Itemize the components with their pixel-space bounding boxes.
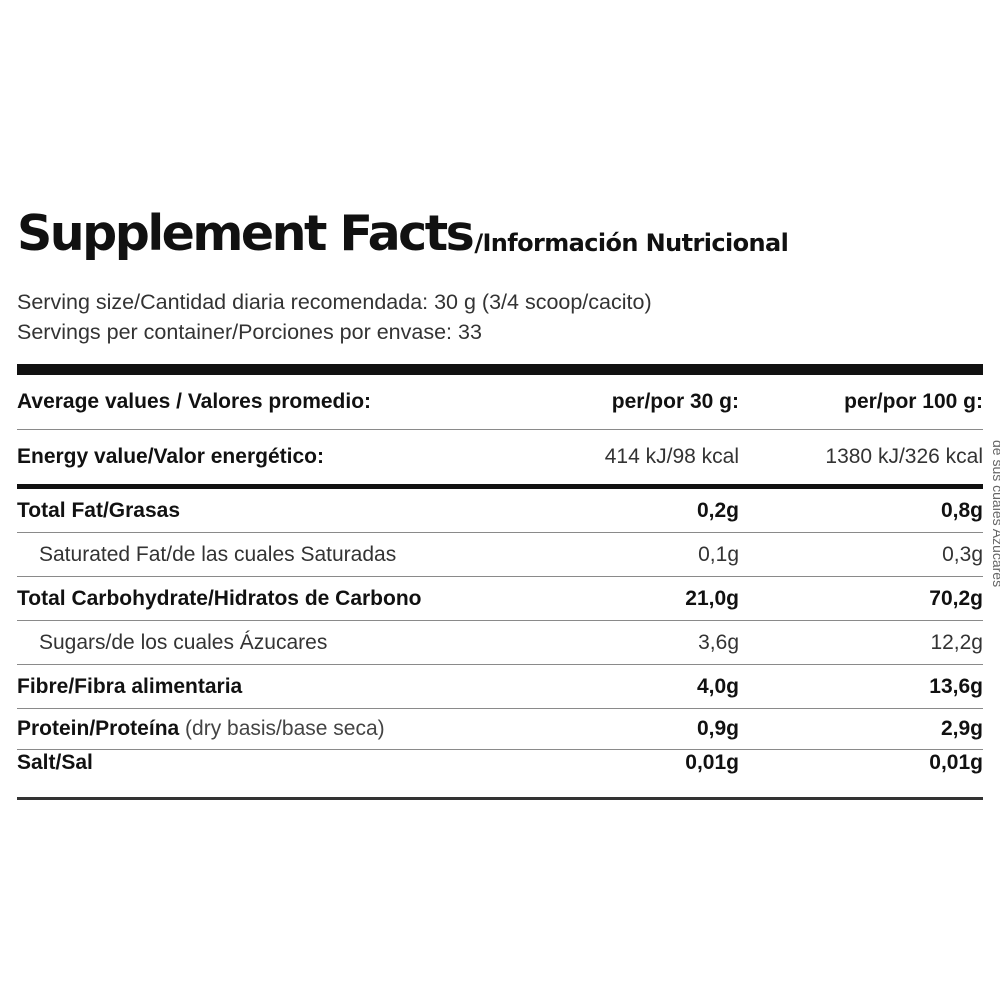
- serving-info: Serving size/Cantidad diaria recomendada…: [17, 287, 983, 347]
- title-row: Supplement Facts /Información Nutriciona…: [17, 200, 983, 258]
- energy-label: Energy value/Valor energético:: [17, 445, 324, 468]
- nutrient-label: Total Fat/Grasas: [17, 498, 180, 522]
- energy-row: Energy value/Valor energético: 414 kJ/98…: [17, 430, 983, 489]
- nutrient-value-100g: 70,2g: [929, 586, 983, 610]
- nutrient-value-30g: 0,1g: [698, 542, 739, 566]
- nutrient-value-100g: 0,01g: [929, 751, 983, 774]
- energy-value-100g: 1380 kJ/326 kcal: [825, 445, 983, 468]
- supplement-facts-panel: Supplement Facts /Información Nutriciona…: [17, 200, 983, 800]
- nutrient-value-100g: 13,6g: [929, 674, 983, 698]
- side-clipped-text: de sus cuales Azúcares: [990, 440, 1000, 588]
- table-row: Saturated Fat/de las cuales Saturadas 0,…: [17, 533, 983, 577]
- nutrient-value-30g: 3,6g: [698, 630, 739, 654]
- header-label: Average values / Valores promedio:: [17, 390, 372, 413]
- nutrient-label: Total Carbohydrate/Hidratos de Carbono: [17, 586, 422, 610]
- nutrient-value-100g: 2,9g: [940, 717, 983, 740]
- nutrient-label: Sugars/de los cuales Ázucares: [39, 630, 328, 654]
- panel-title: Supplement Facts: [17, 205, 475, 262]
- nutrient-value-30g: 0,01g: [685, 751, 739, 774]
- table-row: Total Fat/Grasas 0,2g 0,8g: [17, 489, 983, 533]
- table-row: Salt/Sal 0,01g 0,01g: [17, 750, 983, 800]
- nutrient-value-100g: 0,8g: [940, 498, 983, 522]
- table-row: Fibre/Fibra alimentaria 4,0g 13,6g: [17, 665, 983, 709]
- nutrient-value-30g: 21,0g: [685, 586, 739, 610]
- servings-per-container: Servings per container/Porciones por env…: [17, 320, 482, 344]
- nutrient-value-30g: 0,2g: [696, 498, 739, 522]
- nutrient-label: Saturated Fat/de las cuales Saturadas: [39, 542, 397, 566]
- panel-subtitle: /Información Nutricional: [474, 229, 789, 257]
- nutrient-label: Salt/Sal: [17, 751, 93, 774]
- protein-label: Protein/Proteína: [17, 717, 180, 740]
- table-header-row: Average values / Valores promedio: per/p…: [17, 375, 983, 430]
- nutrition-table: Average values / Valores promedio: per/p…: [17, 364, 983, 800]
- serving-size: Serving size/Cantidad diaria recomendada…: [17, 290, 652, 314]
- nutrient-value-100g: 0,3g: [942, 542, 983, 566]
- nutrient-value-30g: 0,9g: [696, 717, 739, 740]
- nutrient-label: Protein/Proteína (dry basis/base seca): [17, 717, 507, 741]
- header-col-per-100g: per/por 100 g:: [844, 390, 983, 413]
- header-col-per-30g: per/por 30 g:: [611, 390, 739, 413]
- protein-note: (dry basis/base seca): [179, 717, 385, 740]
- nutrient-value-30g: 4,0g: [696, 674, 739, 698]
- table-row: Total Carbohydrate/Hidratos de Carbono 2…: [17, 577, 983, 621]
- table-row: Sugars/de los cuales Ázucares 3,6g 12,2g: [17, 621, 983, 665]
- nutrient-value-100g: 12,2g: [930, 630, 983, 654]
- energy-value-30g: 414 kJ/98 kcal: [604, 445, 739, 468]
- table-row: Protein/Proteína (dry basis/base seca) 0…: [17, 709, 983, 750]
- nutrient-label: Fibre/Fibra alimentaria: [17, 674, 243, 698]
